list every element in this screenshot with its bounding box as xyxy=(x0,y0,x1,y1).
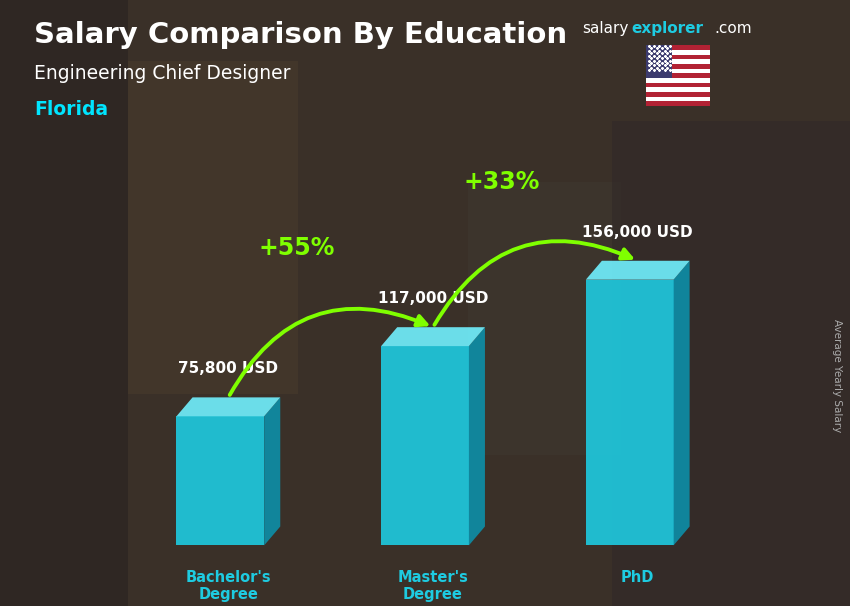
Bar xyxy=(612,121,850,606)
Text: Average Yearly Salary: Average Yearly Salary xyxy=(832,319,842,432)
Bar xyxy=(646,78,710,83)
Bar xyxy=(0,0,128,606)
Bar xyxy=(646,68,710,73)
Bar xyxy=(646,55,710,59)
Text: explorer: explorer xyxy=(632,21,704,36)
Text: +33%: +33% xyxy=(463,170,540,194)
Polygon shape xyxy=(381,327,485,346)
Bar xyxy=(646,73,710,78)
Text: Florida: Florida xyxy=(34,100,108,119)
Text: 75,800 USD: 75,800 USD xyxy=(178,361,278,376)
Text: Master's
Degree: Master's Degree xyxy=(398,570,468,602)
Text: PhD: PhD xyxy=(621,570,654,585)
Bar xyxy=(646,45,710,50)
Polygon shape xyxy=(264,398,281,545)
Text: 156,000 USD: 156,000 USD xyxy=(582,225,693,239)
Bar xyxy=(646,83,710,87)
Polygon shape xyxy=(177,416,264,545)
Text: +55%: +55% xyxy=(258,236,335,261)
Bar xyxy=(646,92,710,97)
Text: 117,000 USD: 117,000 USD xyxy=(378,291,488,306)
Bar xyxy=(468,182,620,454)
Polygon shape xyxy=(381,346,469,545)
Text: Salary Comparison By Education: Salary Comparison By Education xyxy=(34,21,567,49)
Bar xyxy=(646,101,710,106)
Text: Engineering Chief Designer: Engineering Chief Designer xyxy=(34,64,291,82)
Text: .com: .com xyxy=(714,21,751,36)
Bar xyxy=(646,59,710,64)
Polygon shape xyxy=(673,261,689,545)
Bar xyxy=(128,61,298,394)
Polygon shape xyxy=(586,261,689,280)
Text: salary: salary xyxy=(582,21,629,36)
Text: Bachelor's
Degree: Bachelor's Degree xyxy=(185,570,271,602)
Bar xyxy=(646,64,710,68)
Polygon shape xyxy=(177,398,280,416)
Polygon shape xyxy=(586,280,673,545)
Bar xyxy=(646,50,710,55)
Bar xyxy=(646,45,672,78)
Bar xyxy=(646,87,710,92)
Bar xyxy=(646,97,710,101)
Polygon shape xyxy=(469,327,485,545)
